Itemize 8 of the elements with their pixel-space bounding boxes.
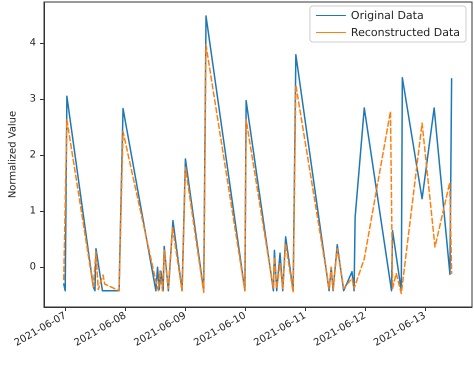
y-tick-label: 3 xyxy=(30,93,36,104)
y-tick-label: 0 xyxy=(30,262,36,273)
y-tick-label: 4 xyxy=(30,37,36,48)
y-axis-title: Normalized Value xyxy=(8,110,18,198)
legend-label: Original Data xyxy=(350,9,424,22)
y-tick-label: 1 xyxy=(30,206,36,217)
legend-label: Reconstructed Data xyxy=(350,26,460,39)
y-tick-label: 2 xyxy=(30,150,36,161)
